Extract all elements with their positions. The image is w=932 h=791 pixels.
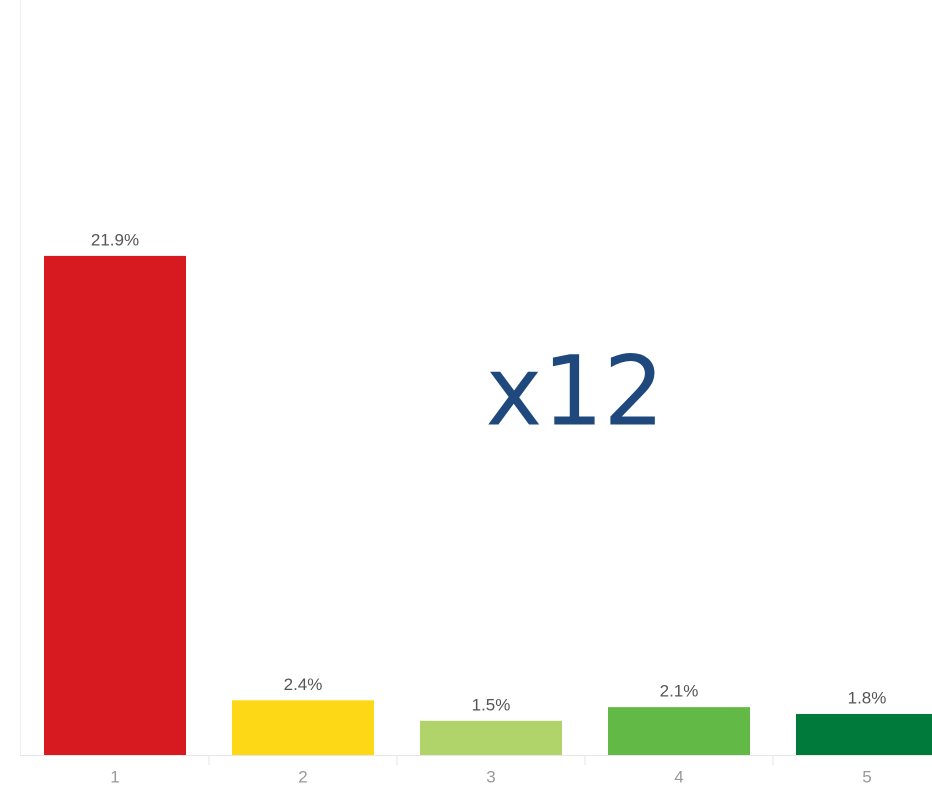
x-tick-label: 3 xyxy=(486,767,495,786)
value-label: 2.4% xyxy=(284,675,323,694)
x-tick-label: 2 xyxy=(298,767,307,786)
value-label: 2.1% xyxy=(660,682,699,701)
value-label: 21.9% xyxy=(91,230,139,249)
x-tick-label: 4 xyxy=(674,767,683,786)
bar xyxy=(44,255,186,756)
bar xyxy=(608,707,750,755)
bar xyxy=(232,700,374,755)
value-label: 1.5% xyxy=(472,695,511,714)
annotation: x12 xyxy=(486,335,665,447)
x-tick-label: 1 xyxy=(110,767,119,786)
bar xyxy=(420,720,562,755)
bar xyxy=(796,713,932,755)
x-tick-label: 5 xyxy=(862,767,871,786)
value-label: 1.8% xyxy=(848,688,887,707)
